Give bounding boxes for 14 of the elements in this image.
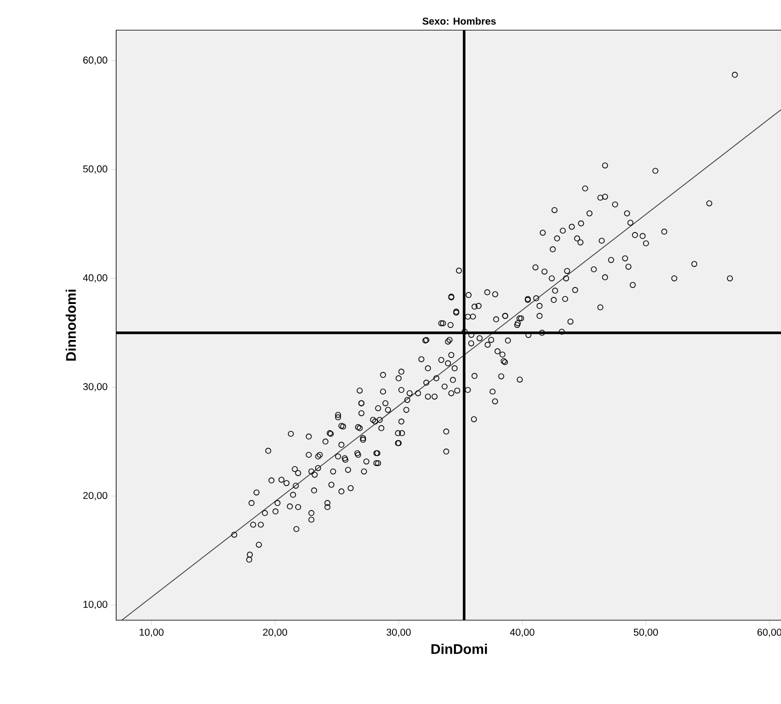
y-tick-label: 30,00 [83,383,108,392]
x-axis-title: DinDomi [431,644,487,654]
y-axis-title: Dinnodomi [66,290,76,361]
y-tick-label: 10,00 [84,600,108,610]
y-tick-label: 20,00 [83,492,108,500]
x-tick-label: 50,00 [634,628,658,637]
chart-title: Sexo: Hombres [422,17,496,25]
x-tick-label: 40,00 [510,628,534,637]
x-tick-label: 30,00 [386,628,411,637]
x-tick-label: 20,00 [263,628,288,637]
y-tick-label: 40,00 [82,274,108,282]
y-tick-label: 60,00 [83,56,108,65]
y-tick-label: 50,00 [83,165,108,174]
x-tick-label: 10,00 [140,628,164,637]
